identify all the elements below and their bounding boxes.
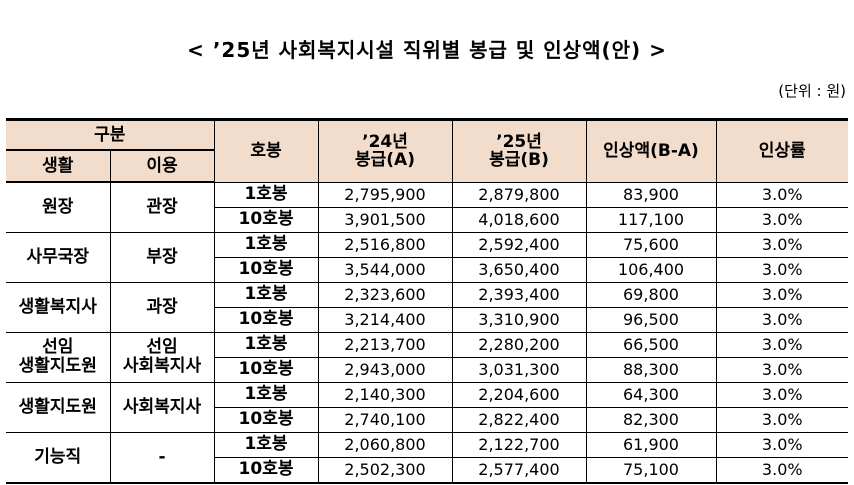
header-rate: 인상률 bbox=[715, 119, 848, 183]
cell-rate: 3.0% bbox=[715, 306, 848, 333]
table-row: 10호봉 3,544,000 3,650,400 106,400 3.0% bbox=[6, 256, 848, 283]
cell-rate: 3.0% bbox=[715, 331, 848, 358]
table-row: 생활복지사 과장 1호봉 2,323,600 2,393,400 69,800 3.0% bbox=[6, 281, 848, 333]
cell-2024-salary: 2,213,700 bbox=[317, 331, 453, 358]
cell-hobong: 1호봉 bbox=[213, 281, 319, 308]
position-saenghwal: 생활지도원 bbox=[6, 381, 111, 433]
cell-raise: 117,100 bbox=[585, 206, 717, 233]
cell-2024-salary: 2,502,300 bbox=[317, 456, 453, 483]
cell-2025-salary: 2,122,700 bbox=[451, 431, 587, 458]
table-row: 10호봉 2,502,300 2,577,400 75,100 3.0% bbox=[6, 456, 848, 483]
cell-rate: 3.0% bbox=[715, 206, 848, 233]
cell-hobong: 10호봉 bbox=[213, 356, 319, 383]
cell-hobong: 1호봉 bbox=[213, 181, 319, 208]
position-iyong: 부장 bbox=[109, 231, 215, 283]
cell-rate: 3.0% bbox=[715, 431, 848, 458]
cell-2025-salary: 3,031,300 bbox=[451, 356, 587, 383]
position-saenghwal: 원장 bbox=[6, 181, 111, 233]
table-row: 원장 관장 1호봉 2,795,900 2,879,800 83,900 3.0% bbox=[6, 181, 848, 233]
cell-rate: 3.0% bbox=[715, 456, 848, 483]
position-saenghwal: 기능직 bbox=[6, 431, 111, 483]
cell-2025-salary: 3,310,900 bbox=[451, 306, 587, 333]
position-saenghwal: 생활복지사 bbox=[6, 281, 111, 333]
position-iyong: - bbox=[109, 431, 215, 483]
position-iyong: 관장 bbox=[109, 181, 215, 233]
cell-hobong: 10호봉 bbox=[213, 256, 319, 283]
cell-hobong: 10호봉 bbox=[213, 306, 319, 333]
position-iyong: 선임 사회복지사 bbox=[109, 331, 215, 383]
unit-label: (단위 : 원) bbox=[778, 82, 846, 100]
cell-2024-salary: 3,544,000 bbox=[317, 256, 453, 283]
cell-raise: 75,100 bbox=[585, 456, 717, 483]
cell-2025-salary: 2,577,400 bbox=[451, 456, 587, 483]
table-row: 10호봉 3,901,500 4,018,600 117,100 3.0% bbox=[6, 206, 848, 233]
cell-2024-salary: 3,214,400 bbox=[317, 306, 453, 333]
cell-rate: 3.0% bbox=[715, 356, 848, 383]
cell-2024-salary: 3,901,500 bbox=[317, 206, 453, 233]
document-title: < ’25년 사회복지시설 직위별 봉급 및 인상액(안) > bbox=[187, 38, 667, 62]
table-row: 10호봉 2,943,000 3,031,300 88,300 3.0% bbox=[6, 356, 848, 383]
cell-2025-salary: 2,393,400 bbox=[451, 281, 587, 308]
header-gubun: 구분 bbox=[6, 119, 215, 151]
position-saenghwal: 사무국장 bbox=[6, 231, 111, 283]
cell-2024-salary: 2,943,000 bbox=[317, 356, 453, 383]
table-body: 원장 관장 1호봉 2,795,900 2,879,800 83,900 3.0% 10호봉 3… bbox=[6, 181, 848, 483]
header-raise: 인상액(B-A) bbox=[585, 119, 717, 183]
salary-table: 구분 호봉 ’24년 봉급(A) ’25년 봉급(B) 인상액(B-A) 인상률… bbox=[6, 118, 848, 484]
cell-2025-salary: 2,280,200 bbox=[451, 331, 587, 358]
cell-raise: 75,600 bbox=[585, 231, 717, 258]
cell-raise: 66,500 bbox=[585, 331, 717, 358]
cell-2025-salary: 4,018,600 bbox=[451, 206, 587, 233]
header-hobong: 호봉 bbox=[213, 119, 319, 183]
header-2025-salary: ’25년 봉급(B) bbox=[451, 119, 587, 183]
cell-2025-salary: 2,204,600 bbox=[451, 381, 587, 408]
cell-2024-salary: 2,140,300 bbox=[317, 381, 453, 408]
cell-raise: 83,900 bbox=[585, 181, 717, 208]
cell-hobong: 1호봉 bbox=[213, 431, 319, 458]
cell-hobong: 10호봉 bbox=[213, 206, 319, 233]
cell-2024-salary: 2,740,100 bbox=[317, 406, 453, 433]
cell-2024-salary: 2,323,600 bbox=[317, 281, 453, 308]
position-saenghwal: 선임 생활지도원 bbox=[6, 331, 111, 383]
header-2025-year: ’25년 bbox=[496, 131, 542, 152]
cell-raise: 82,300 bbox=[585, 406, 717, 433]
cell-raise: 64,300 bbox=[585, 381, 717, 408]
cell-rate: 3.0% bbox=[715, 381, 848, 408]
header-2024-salary: ’24년 봉급(A) bbox=[317, 119, 453, 183]
cell-2025-salary: 2,592,400 bbox=[451, 231, 587, 258]
cell-rate: 3.0% bbox=[715, 406, 848, 433]
header-2024-sub: 봉급(A) bbox=[355, 150, 415, 171]
cell-raise: 61,900 bbox=[585, 431, 717, 458]
cell-rate: 3.0% bbox=[715, 281, 848, 308]
position-iyong: 사회복지사 bbox=[109, 381, 215, 433]
cell-hobong: 1호봉 bbox=[213, 231, 319, 258]
table-row: 사무국장 부장 1호봉 2,516,800 2,592,400 75,600 3.0% bbox=[6, 231, 848, 283]
cell-hobong: 10호봉 bbox=[213, 406, 319, 433]
cell-2025-salary: 3,650,400 bbox=[451, 256, 587, 283]
cell-hobong: 10호봉 bbox=[213, 456, 319, 483]
header-saenghwal: 생활 bbox=[6, 149, 111, 183]
cell-raise: 88,300 bbox=[585, 356, 717, 383]
cell-rate: 3.0% bbox=[715, 181, 848, 208]
position-iyong: 과장 bbox=[109, 281, 215, 333]
cell-hobong: 1호봉 bbox=[213, 381, 319, 408]
table-row: 선임 생활지도원 선임 사회복지사 1호봉 2,213,700 2,280,200 66,50… bbox=[6, 331, 848, 383]
cell-rate: 3.0% bbox=[715, 231, 848, 258]
cell-2025-salary: 2,879,800 bbox=[451, 181, 587, 208]
header-iyong: 이용 bbox=[109, 149, 214, 183]
cell-raise: 96,500 bbox=[585, 306, 717, 333]
header-2025-sub: 봉급(B) bbox=[489, 150, 549, 171]
cell-2024-salary: 2,060,800 bbox=[317, 431, 453, 458]
cell-raise: 106,400 bbox=[585, 256, 717, 283]
table-row: 생활지도원 사회복지사 1호봉 2,140,300 2,204,600 64,300 3.0… bbox=[6, 381, 848, 433]
cell-2024-salary: 2,795,900 bbox=[317, 181, 453, 208]
cell-2024-salary: 2,516,800 bbox=[317, 231, 453, 258]
cell-raise: 69,800 bbox=[585, 281, 717, 308]
cell-rate: 3.0% bbox=[715, 256, 848, 283]
header-2024-year: ’24년 bbox=[362, 131, 408, 152]
table-row: 기능직 -1호봉 2,060,800 2,122,700 61,900 3.0% bbox=[6, 431, 848, 483]
cell-2025-salary: 2,822,400 bbox=[451, 406, 587, 433]
cell-hobong: 1호봉 bbox=[213, 331, 319, 358]
